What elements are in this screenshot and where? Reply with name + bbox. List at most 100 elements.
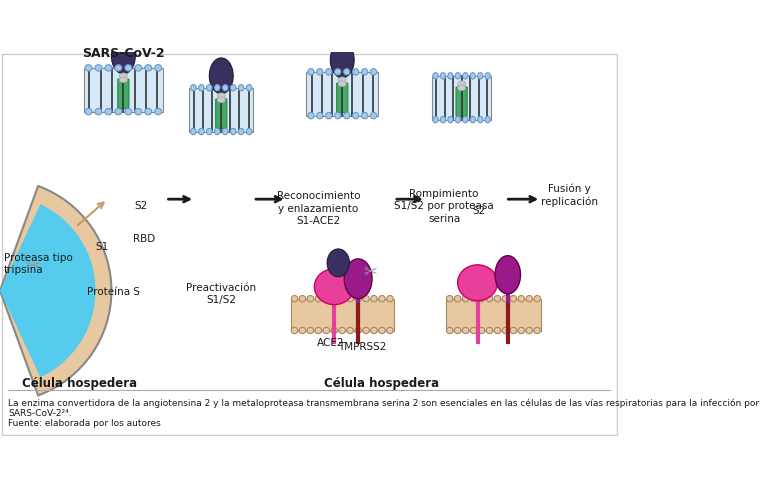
Text: SARS-CoV-2: SARS-CoV-2 <box>82 47 165 60</box>
Ellipse shape <box>485 116 490 123</box>
Ellipse shape <box>307 327 314 334</box>
Ellipse shape <box>239 85 244 91</box>
Text: ✂: ✂ <box>23 257 40 276</box>
Ellipse shape <box>485 72 490 79</box>
Ellipse shape <box>441 116 445 123</box>
Ellipse shape <box>317 69 323 75</box>
FancyBboxPatch shape <box>190 88 253 131</box>
FancyBboxPatch shape <box>306 72 378 115</box>
Ellipse shape <box>343 113 350 119</box>
Ellipse shape <box>379 327 385 334</box>
Ellipse shape <box>315 269 354 305</box>
Ellipse shape <box>379 296 385 302</box>
Ellipse shape <box>327 249 350 277</box>
Ellipse shape <box>207 128 212 135</box>
Ellipse shape <box>214 128 220 135</box>
Ellipse shape <box>495 256 521 294</box>
Ellipse shape <box>371 327 378 334</box>
Ellipse shape <box>363 296 369 302</box>
Ellipse shape <box>315 296 322 302</box>
Text: RBD: RBD <box>133 234 155 244</box>
Ellipse shape <box>478 72 483 79</box>
Ellipse shape <box>347 327 354 334</box>
Ellipse shape <box>209 58 233 94</box>
Ellipse shape <box>353 113 359 119</box>
Ellipse shape <box>222 85 228 91</box>
Ellipse shape <box>343 69 350 75</box>
Ellipse shape <box>510 296 517 302</box>
Ellipse shape <box>371 69 377 75</box>
Ellipse shape <box>199 128 204 135</box>
Ellipse shape <box>470 116 476 123</box>
Ellipse shape <box>199 85 204 91</box>
Ellipse shape <box>344 259 372 298</box>
Text: ✂: ✂ <box>363 262 377 280</box>
Ellipse shape <box>145 65 152 71</box>
Ellipse shape <box>347 296 354 302</box>
Text: Fuente: elaborada por los autores: Fuente: elaborada por los autores <box>8 419 161 428</box>
Text: Fusión y
replicación: Fusión y replicación <box>541 184 598 207</box>
Text: Proteína S: Proteína S <box>87 287 141 297</box>
Ellipse shape <box>455 72 461 79</box>
Ellipse shape <box>155 65 162 71</box>
Ellipse shape <box>455 296 461 302</box>
Text: ACE2: ACE2 <box>316 339 344 348</box>
Ellipse shape <box>518 327 524 334</box>
Ellipse shape <box>239 128 244 135</box>
Ellipse shape <box>299 296 305 302</box>
Bar <box>446 298 542 330</box>
Ellipse shape <box>502 327 509 334</box>
Ellipse shape <box>433 116 438 123</box>
Ellipse shape <box>85 109 92 115</box>
Ellipse shape <box>317 113 323 119</box>
Ellipse shape <box>462 296 469 302</box>
Ellipse shape <box>105 109 112 115</box>
Ellipse shape <box>371 296 378 302</box>
FancyBboxPatch shape <box>84 68 163 112</box>
Text: S2: S2 <box>134 200 148 211</box>
Ellipse shape <box>338 77 347 83</box>
Ellipse shape <box>120 77 127 83</box>
Ellipse shape <box>207 85 212 91</box>
Ellipse shape <box>326 69 332 75</box>
Ellipse shape <box>387 296 393 302</box>
Ellipse shape <box>339 327 346 334</box>
Ellipse shape <box>115 109 122 115</box>
FancyBboxPatch shape <box>336 83 348 113</box>
Ellipse shape <box>534 327 541 334</box>
Ellipse shape <box>323 327 329 334</box>
Text: Proteasa tipo
tripsina: Proteasa tipo tripsina <box>4 253 73 275</box>
Ellipse shape <box>85 65 92 71</box>
Text: TMPRSS2: TMPRSS2 <box>338 342 386 353</box>
Ellipse shape <box>534 296 541 302</box>
Text: Preactivación
S1/S2: Preactivación S1/S2 <box>186 283 256 305</box>
Ellipse shape <box>363 327 369 334</box>
Wedge shape <box>0 204 96 377</box>
Bar <box>291 298 394 330</box>
Text: Reconocimiento
y enlazamiento
S1-ACE2: Reconocimiento y enlazamiento S1-ACE2 <box>277 191 360 226</box>
Ellipse shape <box>331 296 337 302</box>
Wedge shape <box>0 186 111 396</box>
Ellipse shape <box>486 327 493 334</box>
Ellipse shape <box>502 296 509 302</box>
Ellipse shape <box>120 73 127 79</box>
Ellipse shape <box>462 327 469 334</box>
Ellipse shape <box>478 116 483 123</box>
Ellipse shape <box>458 81 465 86</box>
Ellipse shape <box>470 72 476 79</box>
Ellipse shape <box>95 109 102 115</box>
Ellipse shape <box>479 296 485 302</box>
Ellipse shape <box>510 327 517 334</box>
Ellipse shape <box>458 265 497 300</box>
Ellipse shape <box>479 327 485 334</box>
Ellipse shape <box>433 72 438 79</box>
Ellipse shape <box>361 113 368 119</box>
Ellipse shape <box>355 296 361 302</box>
Ellipse shape <box>458 85 465 90</box>
Text: SARS-CoV-2²⁴.: SARS-CoV-2²⁴. <box>8 409 71 417</box>
Ellipse shape <box>447 327 453 334</box>
Ellipse shape <box>331 327 337 334</box>
Ellipse shape <box>190 128 196 135</box>
Ellipse shape <box>125 109 132 115</box>
Ellipse shape <box>371 113 377 119</box>
